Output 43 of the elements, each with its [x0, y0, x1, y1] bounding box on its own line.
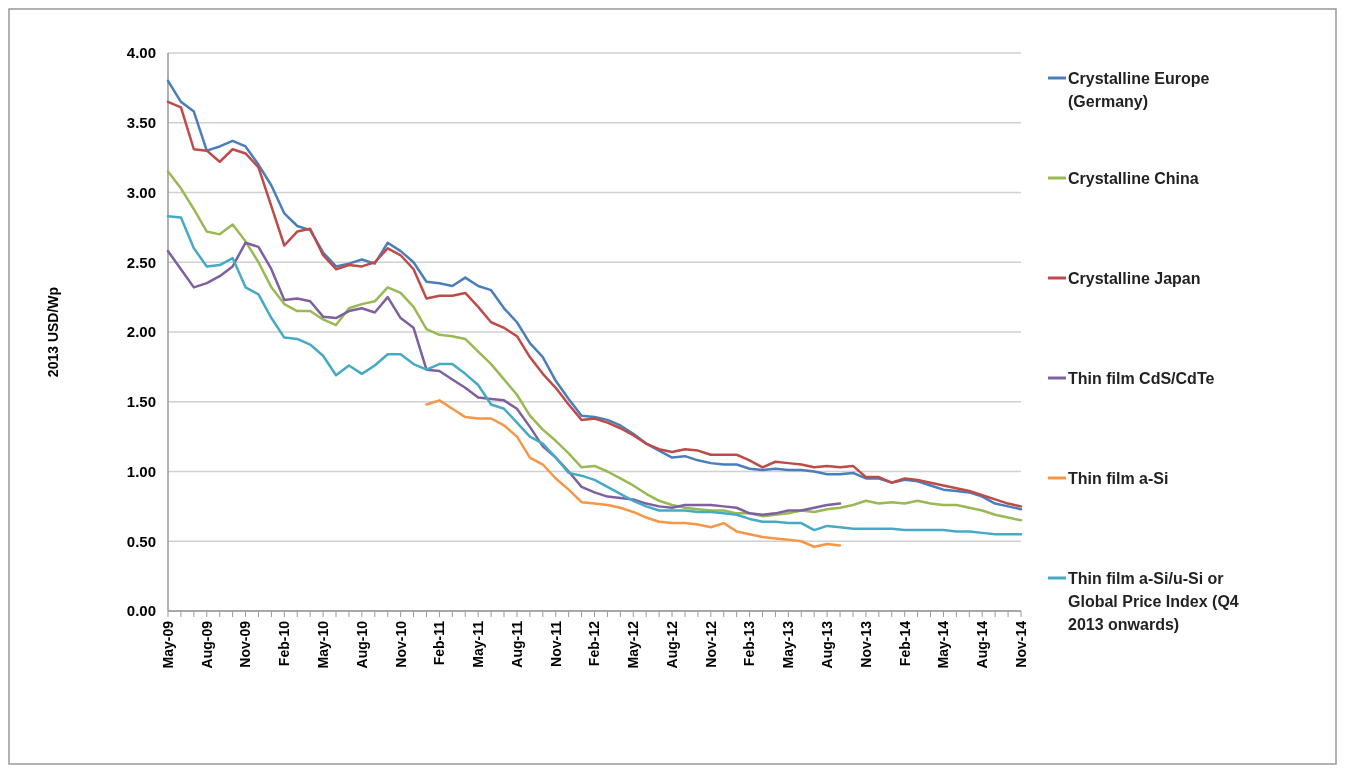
- x-tick-label: Nov-12: [702, 620, 719, 668]
- x-tick-label: Feb-14: [896, 620, 913, 667]
- y-tick-label: 2.00: [126, 323, 156, 341]
- x-tick-label: Nov-11: [547, 620, 564, 667]
- line-series: [166, 170, 1023, 522]
- y-tick-label: 4.00: [126, 44, 156, 62]
- x-tick-label: Aug-12: [663, 620, 680, 669]
- x-tick-label: Aug-14: [974, 620, 991, 669]
- y-tick-label: 3.00: [126, 183, 156, 201]
- x-tick-label: Feb-13: [741, 620, 758, 667]
- x-tick-label: Nov-10: [392, 620, 409, 668]
- x-tick-label: Feb-10: [276, 620, 293, 667]
- legend-label: Thin film a-Si: [1068, 469, 1169, 487]
- y-axis-title: 2013 USD/Wp: [45, 286, 61, 378]
- legend-label: Crystalline Japan: [1068, 269, 1201, 287]
- legend-label: Crystalline China: [1068, 169, 1199, 187]
- legend-label: Thin film a-Si/u-Si or Global Price Index (Q4 2013 onwards): [1068, 569, 1239, 633]
- x-tick-label: May-12: [625, 620, 642, 669]
- x-tick-label: Nov-09: [237, 620, 254, 668]
- legend-label: Thin film CdS/CdTe: [1068, 369, 1215, 387]
- x-tick-label: Aug-13: [819, 620, 836, 669]
- y-tick-label: 1.00: [126, 462, 156, 480]
- x-tick-label: Nov-14: [1012, 620, 1029, 668]
- y-tick-label: 0.50: [126, 532, 156, 550]
- y-tick-label: 3.50: [126, 114, 156, 131]
- x-tick-label: May-11: [470, 620, 487, 668]
- y-tick-label: 0.00: [126, 602, 156, 620]
- line-series: [166, 214, 1023, 536]
- x-tick-label: Feb-11: [431, 620, 448, 666]
- x-tick-label: May-09: [159, 620, 176, 669]
- x-tick-label: Feb-12: [586, 620, 603, 667]
- x-tick-label: Aug-11: [508, 620, 525, 668]
- x-tick-label: Aug-10: [353, 620, 370, 669]
- y-tick-label: 2.50: [126, 253, 156, 271]
- legend-label: Crystalline Europe (Germany): [1068, 69, 1210, 110]
- y-tick-label: 1.50: [126, 393, 156, 410]
- x-tick-label: Aug-09: [198, 620, 215, 669]
- line-series: [166, 241, 842, 516]
- x-tick-label: Nov-13: [857, 620, 874, 668]
- x-tick-label: May-10: [314, 620, 331, 669]
- x-tick-label: May-13: [780, 620, 797, 669]
- line-series: [425, 399, 842, 549]
- x-tick-label: May-14: [935, 620, 952, 669]
